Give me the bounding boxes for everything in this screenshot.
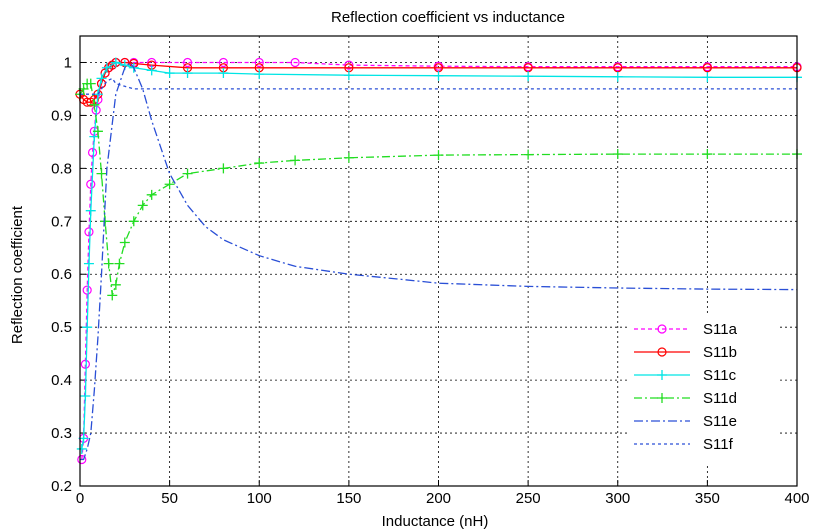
x-tick-label: 0 (76, 490, 84, 507)
x-tick-label: 200 (426, 490, 451, 507)
y-tick-label: 0.7 (51, 213, 72, 230)
y-tick-label: 0.5 (51, 319, 72, 336)
y-tick-label: 1 (64, 54, 72, 71)
legend-label: S11d (703, 390, 737, 407)
y-tick-label: 0.4 (51, 372, 72, 389)
x-axis-label: Inductance (nH) (382, 513, 489, 530)
y-tick-label: 0.9 (51, 107, 72, 124)
legend-label: S11f (703, 436, 734, 453)
y-tick-label: 0.3 (51, 425, 72, 442)
y-tick-label: 0.2 (51, 478, 72, 495)
x-tick-label: 250 (516, 490, 541, 507)
y-tick-label: 0.8 (51, 160, 72, 177)
x-tick-label: 300 (605, 490, 630, 507)
x-tick-label: 50 (161, 490, 178, 507)
legend-label: S11b (703, 344, 737, 361)
y-axis-label: Reflection coefficient (9, 205, 26, 344)
legend-label: S11e (703, 413, 737, 430)
x-tick-label: 400 (784, 490, 809, 507)
chart-title: Reflection coefficient vs inductance (331, 9, 565, 26)
x-tick-label: 350 (695, 490, 720, 507)
x-tick-label: 150 (336, 490, 361, 507)
x-tick-label: 100 (247, 490, 272, 507)
legend-label: S11a (703, 321, 738, 338)
y-tick-label: 0.6 (51, 266, 72, 283)
legend: S11a S11b S11c S11d S11e S11f (628, 315, 780, 463)
legend-label: S11c (703, 367, 737, 384)
